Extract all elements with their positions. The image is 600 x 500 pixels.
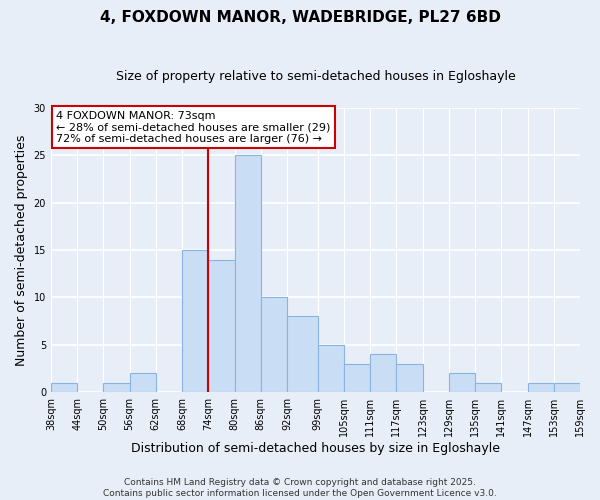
Text: Contains HM Land Registry data © Crown copyright and database right 2025.
Contai: Contains HM Land Registry data © Crown c… xyxy=(103,478,497,498)
Bar xyxy=(554,383,580,392)
Bar xyxy=(317,345,344,393)
Bar xyxy=(527,383,554,392)
Title: Size of property relative to semi-detached houses in Egloshayle: Size of property relative to semi-detach… xyxy=(116,70,515,83)
Bar xyxy=(235,155,261,392)
Y-axis label: Number of semi-detached properties: Number of semi-detached properties xyxy=(15,134,28,366)
Text: 4, FOXDOWN MANOR, WADEBRIDGE, PL27 6BD: 4, FOXDOWN MANOR, WADEBRIDGE, PL27 6BD xyxy=(100,10,500,25)
Bar xyxy=(397,364,422,392)
Bar xyxy=(208,260,235,392)
Bar xyxy=(103,383,130,392)
Bar xyxy=(344,364,370,392)
Text: 4 FOXDOWN MANOR: 73sqm
← 28% of semi-detached houses are smaller (29)
72% of sem: 4 FOXDOWN MANOR: 73sqm ← 28% of semi-det… xyxy=(56,110,331,144)
Bar xyxy=(261,298,287,392)
Bar xyxy=(130,374,156,392)
Bar xyxy=(449,374,475,392)
Bar xyxy=(475,383,501,392)
Bar xyxy=(370,354,397,393)
X-axis label: Distribution of semi-detached houses by size in Egloshayle: Distribution of semi-detached houses by … xyxy=(131,442,500,455)
Bar xyxy=(182,250,208,392)
Bar xyxy=(51,383,77,392)
Bar xyxy=(287,316,317,392)
